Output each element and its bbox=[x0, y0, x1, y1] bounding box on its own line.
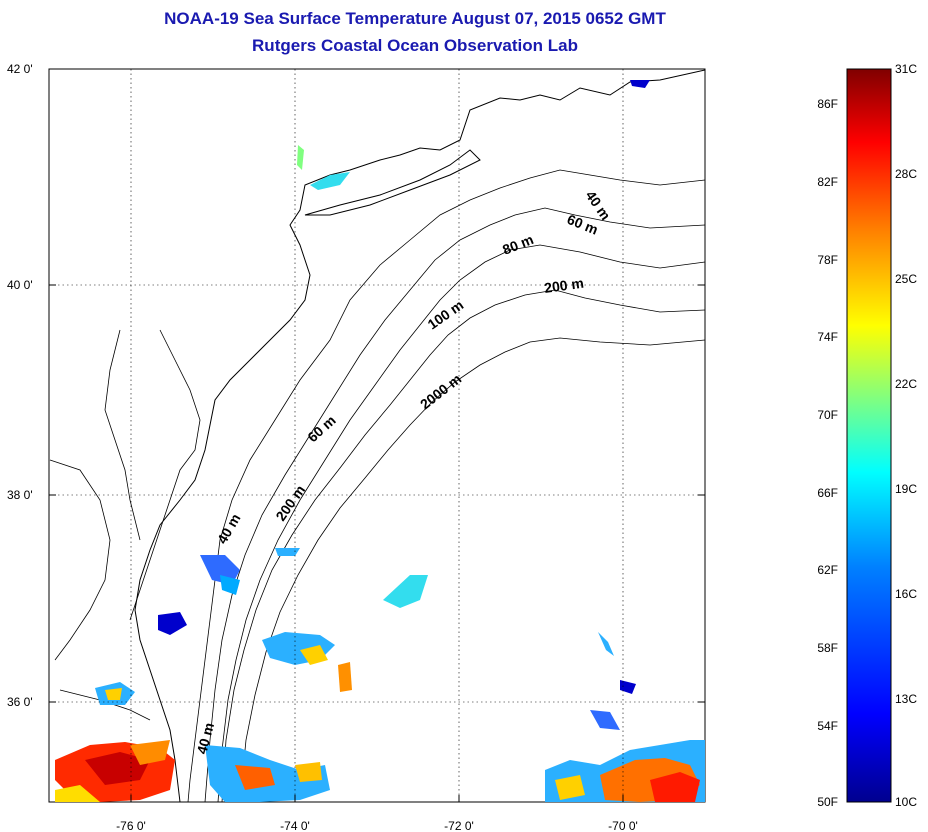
colorbar-f-label: 82F bbox=[817, 175, 838, 189]
long-island bbox=[304, 149, 481, 216]
map-subtitle: Rutgers Coastal Ocean Observation Lab bbox=[252, 36, 578, 55]
colorbar-f-label: 58F bbox=[817, 641, 838, 655]
colorbar-c-label: 13C bbox=[895, 692, 917, 706]
colorbar-c-label: 22C bbox=[895, 377, 917, 391]
lat-label: 40 0' bbox=[7, 278, 33, 292]
lat-label: 36 0' bbox=[7, 695, 33, 709]
colorbar-f-label: 74F bbox=[817, 330, 838, 344]
chesapeake-shore bbox=[49, 329, 201, 721]
sst-patches bbox=[55, 80, 705, 802]
lon-label: -74 0' bbox=[280, 819, 310, 832]
contour-label: 40 m bbox=[193, 721, 217, 756]
lat-label: 42 0' bbox=[7, 62, 33, 76]
colorbar-f-label: 78F bbox=[817, 253, 838, 267]
lat-label: 38 0' bbox=[7, 488, 33, 502]
colorbar-f-label: 66F bbox=[817, 486, 838, 500]
colorbar-f-label: 50F bbox=[817, 795, 838, 809]
colorbar-f-label: 62F bbox=[817, 563, 838, 577]
map-frame bbox=[48, 68, 706, 803]
colorbar-c-label: 28C bbox=[895, 167, 917, 181]
map-ticks bbox=[49, 284, 705, 802]
lon-label: -72 0' bbox=[444, 819, 474, 832]
colorbar-f-label: 86F bbox=[817, 97, 838, 111]
colorbar bbox=[846, 68, 892, 803]
colorbar-c-label: 16C bbox=[895, 587, 917, 601]
contour-label: 200 m bbox=[543, 275, 585, 296]
colorbar-c-label: 19C bbox=[895, 482, 917, 496]
coastline bbox=[134, 69, 705, 802]
lon-label: -76 0' bbox=[116, 819, 146, 832]
graticule bbox=[49, 69, 705, 802]
colorbar-f-label: 70F bbox=[817, 408, 838, 422]
colorbar-c-label: 31C bbox=[895, 62, 917, 76]
lon-label: -70 0' bbox=[608, 819, 638, 832]
map-title: NOAA-19 Sea Surface Temperature August 0… bbox=[164, 9, 666, 28]
colorbar-c-label: 10C bbox=[895, 795, 917, 809]
colorbar-c-label: 25C bbox=[895, 272, 917, 286]
colorbar-f-label: 54F bbox=[817, 719, 838, 733]
